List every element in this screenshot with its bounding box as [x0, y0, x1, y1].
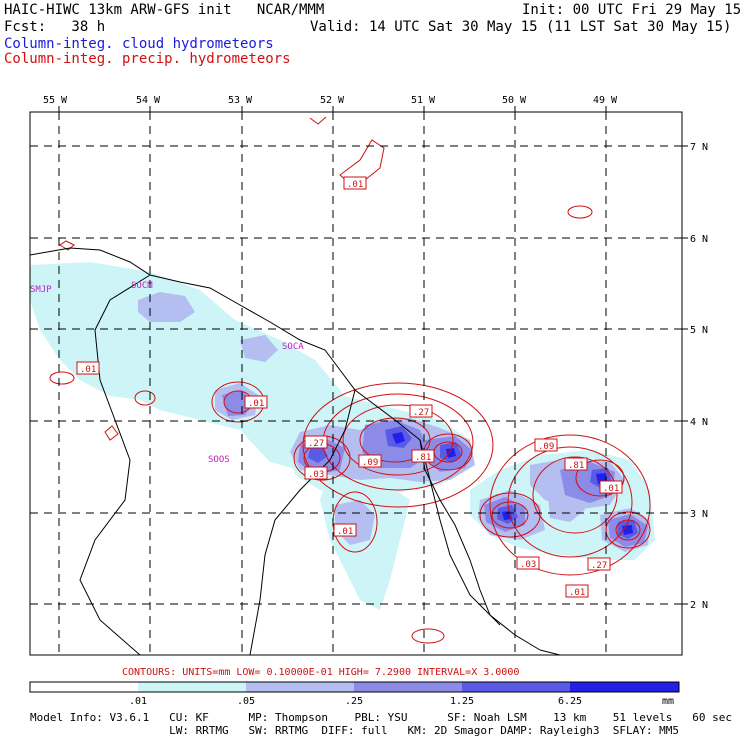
- lon-label: 55 W: [43, 95, 68, 106]
- lat-label: 7 N: [690, 142, 708, 153]
- lon-label: 51 W: [411, 95, 436, 106]
- lon-label: 54 W: [136, 95, 161, 106]
- model-title: HAIC-HIWC 13km ARW-GFS init NCAR/MMM: [4, 2, 325, 18]
- contour-label: .27: [308, 439, 324, 449]
- contour-label: .03: [308, 470, 324, 480]
- contour-label: .01: [569, 588, 585, 598]
- model-info-line1: Model Info: V3.6.1 CU: KF MP: Thompson P…: [30, 711, 732, 724]
- lat-label: 3 N: [690, 509, 708, 520]
- contour-label: .01: [80, 365, 96, 375]
- forecast-hour: Fcst: 38 h: [4, 19, 106, 35]
- station-label: SOCA: [282, 342, 304, 352]
- station-label: SMJP: [30, 285, 52, 295]
- lat-label: 5 N: [690, 325, 708, 336]
- lat-label: 4 N: [690, 417, 708, 428]
- lat-label: 6 N: [690, 234, 708, 245]
- valid-time: Valid: 14 UTC Sat 30 May 15 (11 LST Sat …: [310, 19, 732, 35]
- contour-label: .01: [603, 484, 619, 494]
- contour-label: .01: [347, 180, 363, 190]
- coastline: [30, 247, 561, 655]
- lon-label: 49 W: [593, 95, 618, 106]
- contour-info: CONTOURS: UNITS=mm LOW= 0.10000E-01 HIGH…: [122, 667, 519, 678]
- model-info-line2: LW: RRTMG SW: RRTMG DIFF: full KM: 2D Sm…: [30, 724, 680, 737]
- scale-threshold: 1.25: [450, 696, 474, 707]
- contour-label: .81: [568, 461, 584, 471]
- lon-label: 53 W: [228, 95, 253, 106]
- station-label: SOCM: [131, 281, 153, 291]
- scale-threshold: .01: [129, 696, 147, 707]
- station-label: SOOS: [208, 455, 230, 465]
- contour-label: .81: [415, 453, 431, 463]
- scale-threshold: 6.25: [558, 696, 582, 707]
- lon-label: 50 W: [502, 95, 527, 106]
- field-precip-legend: Column-integ. precip. hydrometeors: [4, 51, 291, 67]
- lat-label: 2 N: [690, 600, 708, 611]
- contour-label: .01: [337, 527, 353, 537]
- map-frame: [29, 111, 683, 656]
- contour-labels: .01 .01 .01 .01 .27 .27 .03 .09 .81 .09 …: [76, 176, 623, 598]
- contour-label: .01: [248, 399, 264, 409]
- contour-label: .09: [538, 442, 554, 452]
- scale-threshold: .05: [237, 696, 255, 707]
- contour-label: .09: [362, 458, 378, 468]
- lon-label: 52 W: [320, 95, 345, 106]
- field-cloud-legend: Column-integ. cloud hydrometeors: [4, 36, 274, 52]
- tick-marks: [58, 106, 688, 605]
- contour-label: .03: [520, 560, 536, 570]
- contour-label: .27: [413, 408, 429, 418]
- scale-unit: mm: [662, 696, 674, 707]
- init-time: Init: 00 UTC Fri 29 May 15: [522, 2, 740, 18]
- lat-lon-grid: [30, 112, 682, 655]
- scale-threshold: .25: [345, 696, 363, 707]
- color-scale: [29, 681, 680, 693]
- contour-label: .27: [591, 561, 607, 571]
- precip-contours: [49, 116, 651, 644]
